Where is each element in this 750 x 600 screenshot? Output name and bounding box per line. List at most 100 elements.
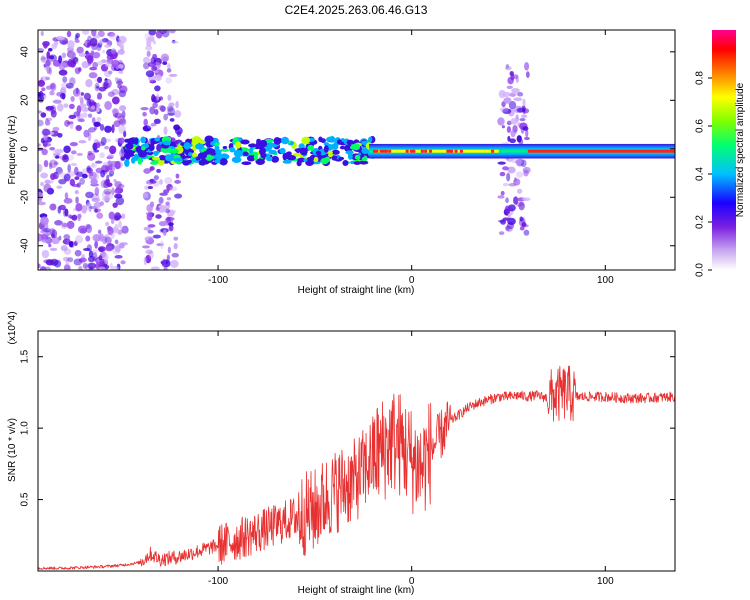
spectrogram-band-blob [279,147,286,155]
spectrogram-noise-blob [88,250,94,258]
spectrogram-noise-blob [525,71,530,78]
spectrogram-band-blob [259,139,268,148]
spectrogram-noise-blob [98,86,107,92]
spectrogram-noise-blob [61,52,67,59]
spectrogram-noise-blob [521,222,527,227]
spectrogram-noise-blob [119,149,125,158]
spectrogram-noise-blob [66,121,74,125]
spectrogram-noise-blob [74,67,81,75]
spectrogram-noise-blob [38,119,44,127]
spectrogram-noise-blob [60,245,68,252]
spectrogram-noise-blob [58,178,67,185]
spectrogram-noise-blob [87,152,96,161]
snr-x-label: Height of straight line (km) [298,585,415,596]
spectrogram-noise-blob [108,169,115,177]
spectrogram-band-blob [248,143,257,148]
spectrogram-noise-blob [45,117,49,126]
spectrogram-band-blob [205,154,213,161]
spectrogram-noise-blob [83,129,90,138]
spectrogram-y-tick-label: -20 [20,190,31,205]
spectrogram-noise-blob [57,132,63,138]
spectrogram-noise-blob [87,255,95,263]
spectrogram-band-blob [188,152,193,157]
spectrogram-noise-blob [143,118,148,127]
spectrogram-noise-blob [171,209,176,214]
spectrogram-band-blob [191,152,197,158]
spectrogram-noise-blob [81,173,88,179]
spectrogram-noise-blob [101,190,111,199]
spectrogram-band-blob [137,157,143,165]
spectrogram-noise-blob [114,223,119,233]
spectrogram-noise-blob [40,76,49,81]
spectrogram-noise-blob [91,162,95,168]
spectrogram-carrier-peak [405,149,409,153]
spectrogram-carrier-peak [379,149,383,153]
spectrogram-noise-blob [154,74,162,81]
spectrogram-noise-blob [173,193,183,199]
spectrogram-band-blob [345,150,354,155]
spectrogram-band-blob [323,142,330,146]
spectrogram-noise-blob [59,92,66,100]
spectrogram-noise-blob [94,240,98,249]
spectrogram-noise-blob [92,249,98,254]
spectrogram-noise-blob [94,187,100,196]
spectrogram-noise-blob [107,160,112,166]
spectrogram-noise-blob [104,61,112,68]
spectrogram-noise-blob [45,76,50,81]
spectrogram-noise-blob [102,81,110,90]
spectrogram-noise-blob [45,105,55,111]
spectrogram-noise-blob [143,226,151,231]
spectrogram-noise-blob [56,171,66,178]
spectrogram-noise-blob [95,160,103,164]
spectrogram-band-blob [301,136,311,145]
spectrogram-noise-blob [83,92,91,100]
spectrogram-carrier-peak [424,149,428,153]
spectrogram-noise-blob [501,125,506,129]
spectrogram-noise-blob [161,258,167,268]
spectrogram-noise-blob [45,106,55,112]
spectrogram-noise-blob [123,130,127,138]
spectrogram-noise-blob [65,258,69,267]
spectrogram-noise-blob [91,117,96,124]
spectrogram-noise-blob [40,57,49,61]
spectrogram-noise-blob [86,165,92,174]
spectrogram-noise-blob [53,152,61,156]
spectrogram-noise-blob [41,87,46,92]
spectrogram-band-blob [151,156,161,161]
spectrogram-noise-blob [41,239,49,243]
spectrogram-noise-blob [113,179,117,183]
spectrogram-noise-blob [499,107,509,113]
spectrogram-noise-blob [497,161,506,165]
spectrogram-noise-blob [92,51,101,59]
spectrogram-band-blob [200,158,206,166]
spectrogram-band-blob [273,137,281,146]
spectrogram-noise-blob [169,137,176,143]
spectrogram-noise-blob [100,136,107,146]
spectrogram-noise-blob [97,92,103,100]
spectrogram-noise-blob [169,30,176,34]
spectrogram-noise-blob [119,105,127,112]
spectrogram-noise-blob [50,109,57,118]
spectrogram-noise-blob [142,111,147,117]
spectrogram-noise-blob [105,245,114,252]
spectrogram-x-tick-label: 100 [597,275,614,286]
spectrogram-noise-blob [109,33,118,40]
spectrogram-band-blob [349,145,357,150]
spectrogram-band-blob [298,147,308,154]
spectrogram-noise-blob [83,247,91,252]
spectrogram-noise-blob [104,44,111,48]
spectrogram-noise-blob [40,181,45,187]
spectrogram-noise-blob [153,175,159,181]
spectrogram-noise-blob [63,208,67,217]
spectrogram-noise-blob [44,58,53,68]
spectrogram-noise-blob [118,124,126,134]
spectrogram-noise-blob [111,124,115,134]
spectrogram-noise-blob [118,40,124,49]
spectrogram-noise-blob [92,233,102,242]
spectrogram-noise-blob [87,113,93,118]
spectrogram-noise-blob [63,103,69,108]
spectrogram-noise-blob [111,232,115,239]
spectrogram-band-blob [242,151,249,156]
spectrogram-noise-blob [162,61,168,65]
spectrogram-noise-blob [153,118,161,125]
